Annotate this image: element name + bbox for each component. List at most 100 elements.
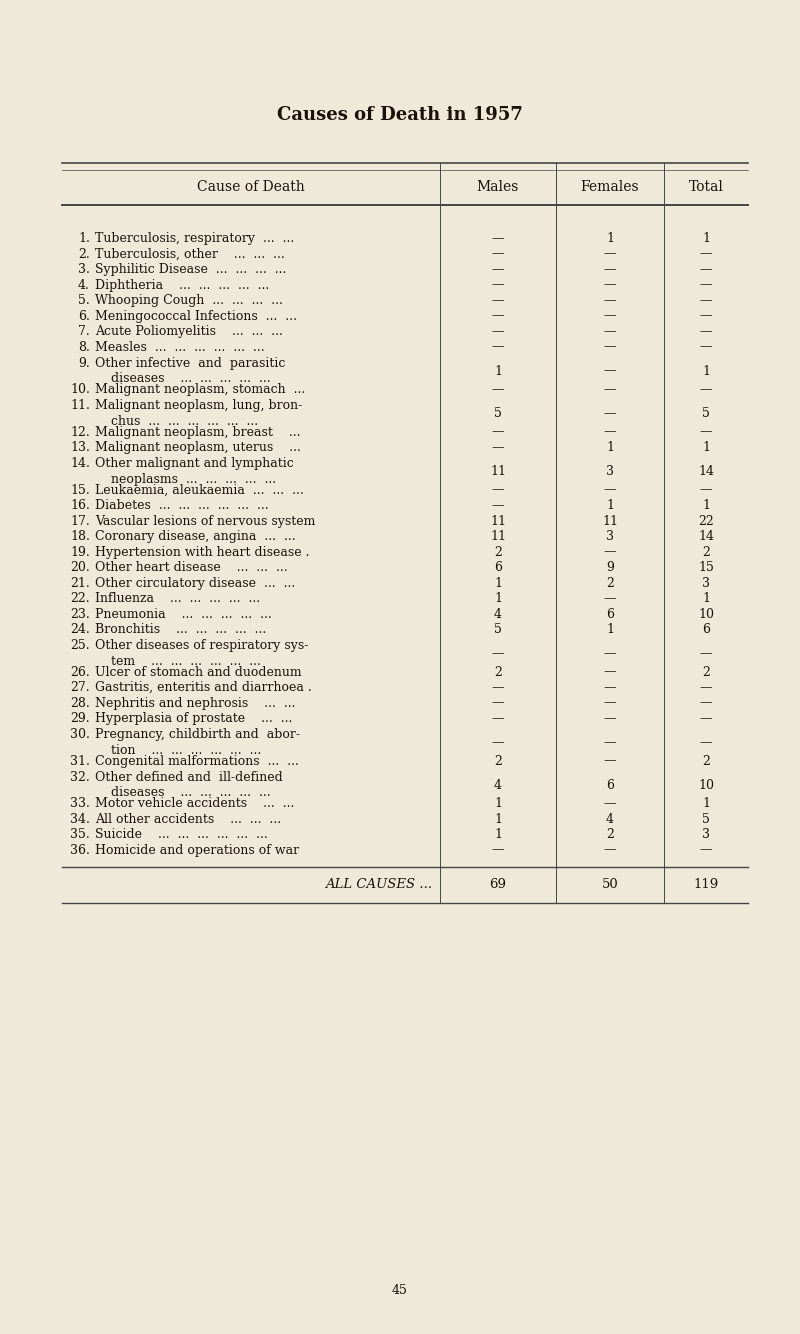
- Text: Females: Females: [581, 180, 639, 193]
- Text: 15.: 15.: [70, 483, 90, 496]
- Text: Ulcer of stomach and duodenum: Ulcer of stomach and duodenum: [95, 666, 302, 679]
- Text: Gastritis, enteritis and diarrhoea .: Gastritis, enteritis and diarrhoea .: [95, 682, 312, 694]
- Text: 4: 4: [606, 812, 614, 826]
- Text: 7.: 7.: [78, 325, 90, 338]
- Text: —: —: [492, 293, 504, 307]
- Text: Other infective  and  parasitic: Other infective and parasitic: [95, 356, 286, 370]
- Text: All other accidents    ...  ...  ...: All other accidents ... ... ...: [95, 812, 281, 826]
- Text: —: —: [700, 293, 712, 307]
- Text: —: —: [700, 263, 712, 276]
- Text: 4: 4: [494, 779, 502, 791]
- Text: 2: 2: [494, 666, 502, 679]
- Text: —: —: [492, 263, 504, 276]
- Text: 1: 1: [606, 442, 614, 454]
- Text: 27.: 27.: [70, 682, 90, 694]
- Text: Total: Total: [689, 180, 723, 193]
- Text: 3.: 3.: [78, 263, 90, 276]
- Text: 17.: 17.: [70, 515, 90, 527]
- Text: 3: 3: [606, 530, 614, 543]
- Text: Males: Males: [477, 180, 519, 193]
- Text: 1: 1: [494, 592, 502, 606]
- Text: —: —: [700, 483, 712, 496]
- Text: 5.: 5.: [78, 293, 90, 307]
- Text: 9.: 9.: [78, 356, 90, 370]
- Text: —: —: [492, 647, 504, 660]
- Text: —: —: [700, 682, 712, 694]
- Text: —: —: [604, 340, 616, 354]
- Text: —: —: [492, 682, 504, 694]
- Text: Other circulatory disease  ...  ...: Other circulatory disease ... ...: [95, 576, 295, 590]
- Text: 22: 22: [698, 515, 714, 527]
- Text: 11.: 11.: [70, 399, 90, 412]
- Text: 13.: 13.: [70, 442, 90, 454]
- Text: —: —: [492, 232, 504, 245]
- Text: 16.: 16.: [70, 499, 90, 512]
- Text: 8.: 8.: [78, 340, 90, 354]
- Text: 119: 119: [694, 879, 718, 891]
- Text: —: —: [492, 426, 504, 439]
- Text: 11: 11: [490, 466, 506, 478]
- Text: —: —: [604, 647, 616, 660]
- Text: —: —: [700, 248, 712, 260]
- Text: —: —: [604, 383, 616, 396]
- Text: 1: 1: [702, 442, 710, 454]
- Text: —: —: [492, 442, 504, 454]
- Text: 5: 5: [494, 623, 502, 636]
- Text: —: —: [492, 696, 504, 710]
- Text: Suicide    ...  ...  ...  ...  ...  ...: Suicide ... ... ... ... ... ...: [95, 828, 268, 840]
- Text: —: —: [492, 325, 504, 338]
- Text: Causes of Death in 1957: Causes of Death in 1957: [277, 105, 523, 124]
- Text: 28.: 28.: [70, 696, 90, 710]
- Text: diseases    ...  ...  ...  ...  ...: diseases ... ... ... ... ...: [95, 372, 270, 386]
- Text: —: —: [604, 843, 616, 856]
- Text: 14.: 14.: [70, 458, 90, 471]
- Text: 14: 14: [698, 530, 714, 543]
- Text: 1: 1: [702, 592, 710, 606]
- Text: Malignant neoplasm, uterus    ...: Malignant neoplasm, uterus ...: [95, 442, 301, 454]
- Text: —: —: [700, 279, 712, 292]
- Text: 6: 6: [606, 607, 614, 620]
- Text: —: —: [604, 248, 616, 260]
- Text: Hyperplasia of prostate    ...  ...: Hyperplasia of prostate ... ...: [95, 712, 292, 724]
- Text: —: —: [700, 383, 712, 396]
- Text: Hypertension with heart disease .: Hypertension with heart disease .: [95, 546, 310, 559]
- Text: 2: 2: [702, 546, 710, 559]
- Text: Measles  ...  ...  ...  ...  ...  ...: Measles ... ... ... ... ... ...: [95, 340, 265, 354]
- Text: 24.: 24.: [70, 623, 90, 636]
- Text: 11: 11: [490, 530, 506, 543]
- Text: 6: 6: [606, 779, 614, 791]
- Text: 10: 10: [698, 607, 714, 620]
- Text: Diabetes  ...  ...  ...  ...  ...  ...: Diabetes ... ... ... ... ... ...: [95, 499, 269, 512]
- Text: Pneumonia    ...  ...  ...  ...  ...: Pneumonia ... ... ... ... ...: [95, 607, 272, 620]
- Text: 1: 1: [494, 812, 502, 826]
- Text: diseases    ...  ...  ...  ...  ...: diseases ... ... ... ... ...: [95, 786, 270, 799]
- Text: —: —: [604, 682, 616, 694]
- Text: —: —: [604, 712, 616, 724]
- Text: —: —: [492, 340, 504, 354]
- Text: —: —: [604, 483, 616, 496]
- Text: 20.: 20.: [70, 562, 90, 574]
- Text: —: —: [700, 426, 712, 439]
- Text: 1: 1: [702, 499, 710, 512]
- Text: 4.: 4.: [78, 279, 90, 292]
- Text: 36.: 36.: [70, 843, 90, 856]
- Text: 29.: 29.: [70, 712, 90, 724]
- Text: 9: 9: [606, 562, 614, 574]
- Text: 45: 45: [392, 1283, 408, 1297]
- Text: 35.: 35.: [70, 828, 90, 840]
- Text: 15: 15: [698, 562, 714, 574]
- Text: 11: 11: [490, 515, 506, 527]
- Text: Homicide and operations of war: Homicide and operations of war: [95, 843, 299, 856]
- Text: —: —: [604, 755, 616, 767]
- Text: —: —: [604, 546, 616, 559]
- Text: Other defined and  ill-defined: Other defined and ill-defined: [95, 771, 282, 784]
- Text: —: —: [700, 736, 712, 750]
- Text: —: —: [492, 736, 504, 750]
- Text: —: —: [700, 843, 712, 856]
- Text: 21.: 21.: [70, 576, 90, 590]
- Text: 5: 5: [702, 812, 710, 826]
- Text: —: —: [700, 309, 712, 323]
- Text: Malignant neoplasm, lung, bron-: Malignant neoplasm, lung, bron-: [95, 399, 302, 412]
- Text: —: —: [604, 426, 616, 439]
- Text: —: —: [492, 309, 504, 323]
